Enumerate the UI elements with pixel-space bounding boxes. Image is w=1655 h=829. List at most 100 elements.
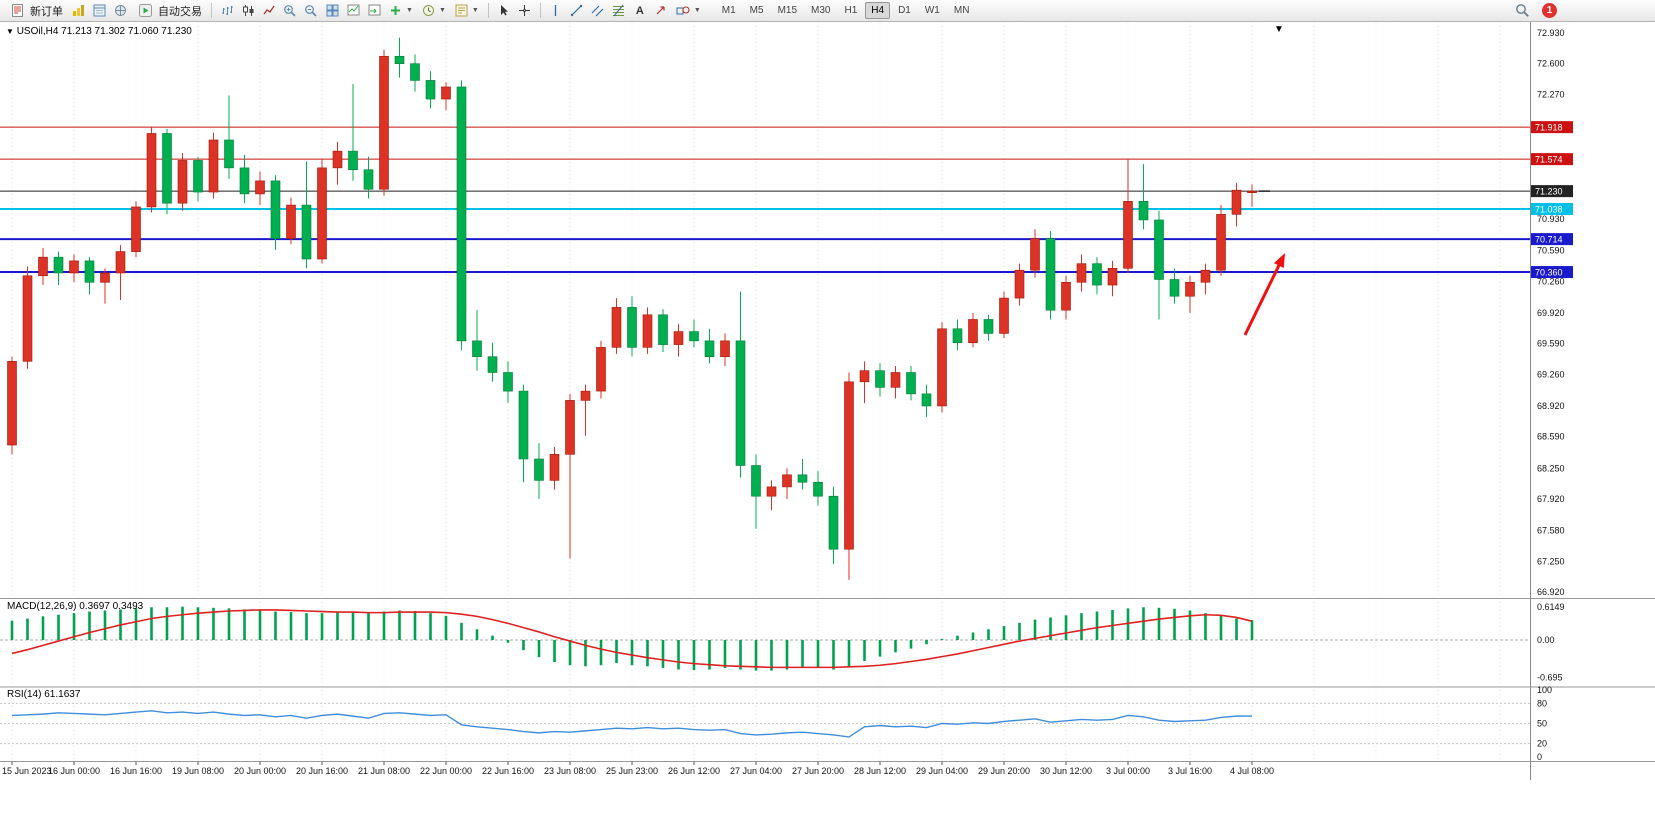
svg-text:70.714: 70.714 [1535,235,1563,245]
search-icon[interactable] [1512,2,1532,20]
timeframe-w1-button[interactable]: W1 [924,5,940,16]
price-tag [1531,185,1573,198]
toolbar-separator [539,3,541,18]
fibonacci-button[interactable] [609,2,629,20]
trendline-button[interactable] [567,2,587,20]
svg-text:69.920: 69.920 [1537,308,1565,318]
auto-scroll-button[interactable] [364,2,384,20]
price-tag [1531,266,1573,279]
auto-trading-button[interactable]: 自动交易 [131,2,206,20]
chevron-down-icon: ▼ [406,7,413,14]
trend-arrow[interactable] [1243,253,1285,336]
tile-windows-button[interactable] [322,2,342,20]
text-tool-icon: A [635,4,644,17]
vertical-line-button[interactable] [546,2,566,20]
svg-text:29 Jun 04:00: 29 Jun 04:00 [916,766,968,776]
svg-text:70.590: 70.590 [1537,246,1565,256]
chart-symbol-period: USOil,H4 [16,26,59,37]
svg-text:0.00: 0.00 [1537,635,1555,645]
timeframe-m1-button[interactable]: M1 [721,5,736,16]
timeframe-d1-button[interactable]: D1 [898,5,911,16]
rsi-panel-label: RSI(14) 61.1637 [7,689,80,700]
svg-text:69.260: 69.260 [1537,369,1565,379]
notification-badge[interactable]: 1 [1542,3,1557,18]
navigator-icon[interactable] [110,2,130,20]
svg-text:80: 80 [1537,698,1547,708]
chart-window: 72.930 72.600 72.270 70.930 70.590 70.260 69.9… [0,22,1655,780]
market-watch-icon[interactable] [68,2,88,20]
rsi-axis: 100 80 50 20 0 [1537,685,1552,762]
bar-chart-button[interactable] [217,2,237,20]
candlestick-chart-button[interactable] [238,2,258,20]
new-order-label: 新订单 [30,5,63,18]
svg-text:0.6149: 0.6149 [1537,602,1565,612]
svg-text:16 Jun 16:00: 16 Jun 16:00 [110,766,162,776]
line-chart-button[interactable] [259,2,279,20]
timeframe-mn-button[interactable]: MN [953,5,970,16]
timeframe-m5-button[interactable]: M5 [749,5,764,16]
zoom-out-button[interactable] [301,2,321,20]
text-tool-button[interactable]: A [630,2,650,20]
macd-values: 0.3697 0.3493 [79,601,144,612]
cursor-button[interactable] [494,2,514,20]
chevron-down-icon: ▼ [438,7,446,14]
svg-text:28 Jun 12:00: 28 Jun 12:00 [854,766,906,776]
svg-text:27 Jun 20:00: 27 Jun 20:00 [792,766,844,776]
timeframe-toolbar: M1 M5 M15 M30 H1 H4 D1 W1 MN [716,2,976,19]
shapes-tool-button[interactable]: ▼ [672,2,705,20]
svg-text:68.250: 68.250 [1537,463,1565,473]
timeframe-h4-button[interactable]: H4 [865,2,891,19]
arrows-tool-button[interactable] [651,2,671,20]
price-tag [1531,121,1573,134]
macd-signal-line [11,609,1253,669]
chart-shift-button[interactable] [343,2,363,20]
macd-panel-label: MACD(12,26,9) 0.3697 0.3493 [7,601,143,612]
channel-button[interactable] [588,2,608,20]
zoom-in-button[interactable] [280,2,300,20]
template-button[interactable]: ▼ [451,2,483,20]
svg-text:71.574: 71.574 [1535,155,1563,165]
svg-text:22 Jun 16:00: 22 Jun 16:00 [482,766,534,776]
add-indicator-button[interactable]: ▼ [385,2,417,20]
svg-text:20: 20 [1537,739,1547,749]
chevron-down-icon: ▼ [471,7,479,14]
timeframe-h1-button[interactable]: H1 [844,5,858,16]
timeframe-m30-button[interactable]: M30 [811,5,831,16]
svg-text:-0.695: -0.695 [1537,672,1563,682]
main-toolbar: 新订单 自动交易 ▼ ▼ ▼ [0,0,1655,22]
svg-text:22 Jun 00:00: 22 Jun 00:00 [420,766,472,776]
svg-text:20 Jun 00:00: 20 Jun 00:00 [234,766,286,776]
svg-text:3 Jul 16:00: 3 Jul 16:00 [1168,766,1212,776]
auto-trading-label: 自动交易 [158,5,202,18]
svg-text:4 Jul 08:00: 4 Jul 08:00 [1230,766,1274,776]
svg-text:71.038: 71.038 [1535,204,1563,214]
svg-text:15 Jun 2023: 15 Jun 2023 [2,766,52,776]
chart-canvas[interactable]: 72.930 72.600 72.270 70.930 70.590 70.260 69.9… [0,22,1655,780]
period-button[interactable]: ▼ [418,2,450,20]
rsi-line [11,710,1253,738]
svg-text:0: 0 [1537,752,1542,762]
svg-text:72.270: 72.270 [1537,89,1565,99]
collapse-triangle-icon[interactable]: ▼ [6,27,14,36]
symbol-dropdown-icon[interactable]: ▼ [1274,24,1284,35]
timeframe-m15-button[interactable]: M15 [777,5,798,16]
chart-ohlc-quote: 71.213 71.302 71.060 71.230 [61,26,192,37]
data-window-icon[interactable] [89,2,109,20]
rsi-value: 61.1637 [44,689,81,700]
svg-text:3 Jul 00:00: 3 Jul 00:00 [1106,766,1150,776]
svg-text:25 Jun 23:00: 25 Jun 23:00 [606,766,658,776]
new-order-button[interactable]: 新订单 [3,2,67,20]
chevron-down-icon: ▼ [693,7,701,14]
svg-text:72.600: 72.600 [1537,59,1565,69]
candles [7,37,1257,580]
svg-text:67.250: 67.250 [1537,556,1565,566]
price-axis: 72.930 72.600 72.270 70.930 70.590 70.260 69.9… [1531,28,1573,597]
price-tag [1531,233,1573,246]
rsi-name: RSI(14) [7,689,42,700]
svg-text:70.260: 70.260 [1537,276,1565,286]
new-order-icon [7,2,27,20]
crosshair-button[interactable] [515,2,535,20]
svg-text:67.920: 67.920 [1537,494,1565,504]
svg-text:21 Jun 08:00: 21 Jun 08:00 [358,766,410,776]
